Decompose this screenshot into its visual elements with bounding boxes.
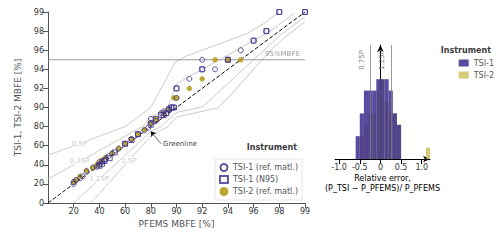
svg-text:0.5P: 0.5P xyxy=(72,140,87,148)
svg-text:80: 80 xyxy=(146,207,156,216)
svg-text:90: 90 xyxy=(34,103,44,112)
svg-text:(P_TSI − P_PFEMS)/ P_PFEMS: (P_TSI − P_PFEMS)/ P_PFEMS xyxy=(325,184,440,193)
svg-text:80: 80 xyxy=(34,122,44,131)
svg-text:99: 99 xyxy=(300,207,310,216)
svg-text:0: 0 xyxy=(378,163,383,172)
svg-text:TSI-1, TSI-2 MBFE [%]: TSI-1, TSI-2 MBFE [%] xyxy=(13,59,23,158)
svg-text:99: 99 xyxy=(34,8,44,17)
svg-text:98: 98 xyxy=(34,27,44,36)
svg-text:0.75P: 0.75P xyxy=(358,50,366,70)
svg-text:94: 94 xyxy=(223,207,233,216)
svg-text:60: 60 xyxy=(34,141,44,150)
svg-text:20: 20 xyxy=(69,207,79,216)
svg-text:20: 20 xyxy=(34,179,44,188)
svg-text:1.25P: 1.25P xyxy=(378,50,386,70)
svg-text:90: 90 xyxy=(171,207,181,216)
svg-text:Instrument: Instrument xyxy=(247,143,297,152)
svg-text:1.0: 1.0 xyxy=(415,163,428,172)
svg-text:-0.5: -0.5 xyxy=(352,163,368,172)
svg-text:60: 60 xyxy=(120,207,130,216)
svg-text:98: 98 xyxy=(274,207,284,216)
svg-text:92: 92 xyxy=(197,207,207,216)
svg-text:TSI-1 (N95): TSI-1 (N95) xyxy=(232,175,278,184)
svg-text:Greenline: Greenline xyxy=(163,140,197,148)
svg-text:0.75P: 0.75P xyxy=(70,157,90,165)
svg-text:1.5P: 1.5P xyxy=(121,157,136,165)
svg-text:0: 0 xyxy=(39,199,44,208)
svg-text:TSI-1 (ref. matl.): TSI-1 (ref. matl.) xyxy=(232,163,298,172)
svg-text:40: 40 xyxy=(34,160,44,169)
svg-text:TSI-1: TSI-1 xyxy=(473,59,494,68)
svg-text:Relative error,: Relative error, xyxy=(354,174,411,183)
svg-text:TSI-2 (ref. matl.): TSI-2 (ref. matl.) xyxy=(232,187,298,196)
svg-text:40: 40 xyxy=(94,207,104,216)
svg-text:95%MBFE: 95%MBFE xyxy=(265,50,300,58)
svg-text:94: 94 xyxy=(34,65,44,74)
svg-text:TSI-2: TSI-2 xyxy=(473,71,494,80)
svg-text:92: 92 xyxy=(34,84,44,93)
svg-text:0.5: 0.5 xyxy=(395,163,408,172)
svg-text:96: 96 xyxy=(249,207,259,216)
svg-text:96: 96 xyxy=(34,46,44,55)
svg-text:-1.0: -1.0 xyxy=(331,163,347,172)
svg-text:Instrument: Instrument xyxy=(441,46,491,55)
svg-text:1.25P: 1.25P xyxy=(89,175,109,183)
svg-text:PFEMS MBFE [%]: PFEMS MBFE [%] xyxy=(139,219,215,229)
